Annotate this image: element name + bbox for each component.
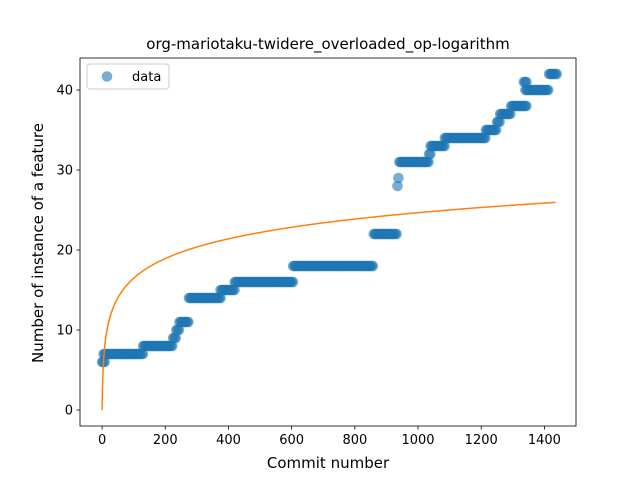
x-tick-label: 400 [216,433,241,448]
x-tick-label: 1200 [465,433,498,448]
chart-title: org-mariotaku-twidere_overloaded_op-loga… [146,35,509,54]
y-tick-label: 20 [56,244,73,259]
x-tick-label: 0 [98,433,106,448]
data-point [391,229,402,240]
data-point [551,69,562,80]
data-point [393,173,404,184]
data-point [368,261,379,272]
data-point [288,277,299,288]
x-axis-label: Commit number [267,454,390,472]
x-tick-label: 200 [153,433,178,448]
x-tick-label: 1000 [401,433,434,448]
legend: data [87,64,169,89]
x-tick-label: 1400 [528,433,561,448]
legend-marker [102,71,113,82]
data-point [543,85,554,96]
data-point [183,317,194,328]
legend-label: data [132,70,161,85]
y-axis-label: Number of instance of a feature [29,123,47,363]
x-tick-label: 800 [342,433,367,448]
y-tick-label: 0 [65,404,73,419]
x-tick-label: 600 [279,433,304,448]
y-tick-label: 10 [56,324,73,339]
y-tick-label: 30 [56,164,73,179]
data-point [521,101,532,112]
y-tick-label: 40 [56,84,73,99]
